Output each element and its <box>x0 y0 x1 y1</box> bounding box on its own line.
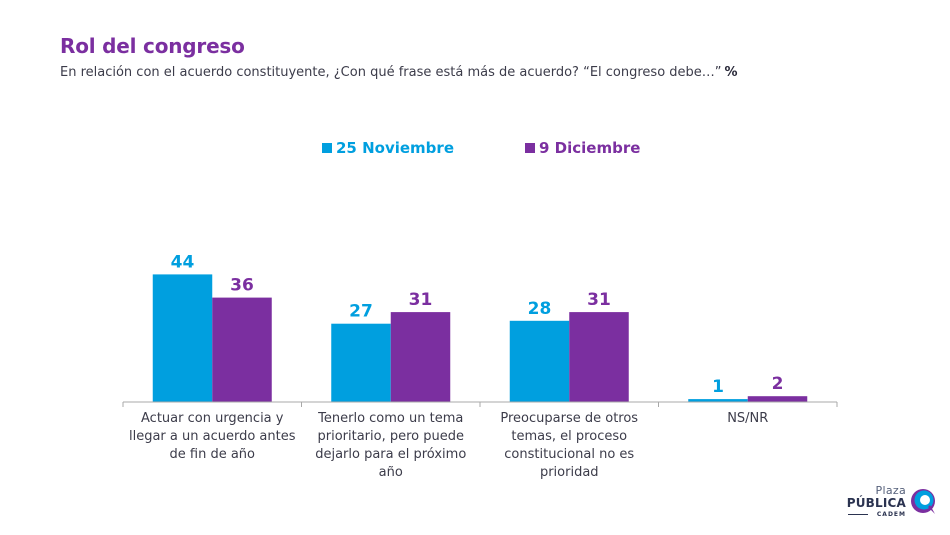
legend-label-series-2: 9 Diciembre <box>539 139 641 157</box>
speech-bubble-logo-icon <box>911 489 935 514</box>
unit-label: % <box>724 65 738 80</box>
data-label: 28 <box>528 299 552 319</box>
plaza-publica-cadem-logo: Plaza PÚBLICA CADEM <box>838 484 938 524</box>
legend-item-series-1: 25 Noviembre <box>322 139 454 157</box>
data-label: 36 <box>230 276 254 296</box>
bar-series-1 <box>688 399 748 402</box>
bar-series-2 <box>569 312 629 402</box>
chart-subtitle: En relación con el acuerdo constituyente… <box>60 65 738 80</box>
bar-series-2 <box>212 297 272 402</box>
bar-series-2 <box>390 312 451 402</box>
category-label: Preocuparse de otros temas, el proceso c… <box>500 411 639 480</box>
legend-label-series-1: 25 Noviembre <box>336 139 454 157</box>
category-label: NS/NR <box>727 411 769 426</box>
bar-series-2 <box>747 396 808 402</box>
data-label: 44 <box>171 252 195 272</box>
data-label: 2 <box>772 374 784 394</box>
legend-swatch-series-2 <box>525 143 535 153</box>
logo-text-publica: PÚBLICA <box>846 496 906 510</box>
logo-text-cadem: CADEM <box>876 511 906 518</box>
logo-divider <box>848 514 868 515</box>
chart-title: Rol del congreso <box>60 34 245 58</box>
data-label: 1 <box>712 377 724 397</box>
data-label: 27 <box>349 302 373 322</box>
logo-text-plaza: Plaza <box>875 484 906 497</box>
data-label: 31 <box>409 290 433 310</box>
legend-swatch-series-1 <box>322 143 332 153</box>
legend-item-series-2: 9 Diciembre <box>525 139 640 157</box>
bar-series-1 <box>152 274 213 402</box>
category-label: Actuar con urgencia y llegar a un acuerd… <box>128 411 296 462</box>
bar-series-1 <box>509 320 570 402</box>
data-label: 31 <box>587 290 611 310</box>
legend: 25 Noviembre 9 Diciembre <box>0 139 950 163</box>
bar-series-1 <box>331 323 391 402</box>
subtitle-text: En relación con el acuerdo constituyente… <box>60 65 722 80</box>
category-label: Tenerlo como un tema prioritario, pero p… <box>315 411 467 480</box>
